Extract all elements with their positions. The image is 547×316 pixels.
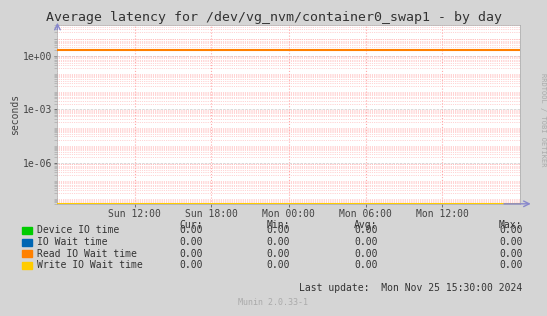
- Text: 0.00: 0.00: [179, 225, 202, 235]
- Text: 0.00: 0.00: [354, 249, 377, 259]
- Text: 0.00: 0.00: [179, 249, 202, 259]
- Text: 0.00: 0.00: [266, 225, 290, 235]
- Text: Max:: Max:: [499, 220, 522, 230]
- Text: 0.00: 0.00: [266, 237, 290, 247]
- Text: 0.00: 0.00: [179, 260, 202, 270]
- Text: Munin 2.0.33-1: Munin 2.0.33-1: [238, 298, 309, 307]
- Text: 0.00: 0.00: [354, 260, 377, 270]
- Text: 0.00: 0.00: [266, 249, 290, 259]
- Text: 0.00: 0.00: [266, 260, 290, 270]
- Text: Cur:: Cur:: [179, 220, 202, 230]
- Text: Write IO Wait time: Write IO Wait time: [37, 260, 143, 270]
- Text: 0.00: 0.00: [499, 225, 522, 235]
- Text: 0.00: 0.00: [354, 225, 377, 235]
- Text: Last update:  Mon Nov 25 15:30:00 2024: Last update: Mon Nov 25 15:30:00 2024: [299, 283, 522, 293]
- Text: Avg:: Avg:: [354, 220, 377, 230]
- Text: IO Wait time: IO Wait time: [37, 237, 108, 247]
- Text: 0.00: 0.00: [354, 237, 377, 247]
- Text: Device IO time: Device IO time: [37, 225, 119, 235]
- Text: Min:: Min:: [266, 220, 290, 230]
- Text: 0.00: 0.00: [499, 237, 522, 247]
- Text: 0.00: 0.00: [179, 237, 202, 247]
- Text: Read IO Wait time: Read IO Wait time: [37, 249, 137, 259]
- Text: RRDTOOL / TOBI OETIKER: RRDTOOL / TOBI OETIKER: [540, 73, 546, 167]
- Text: Average latency for /dev/vg_nvm/container0_swap1 - by day: Average latency for /dev/vg_nvm/containe…: [45, 11, 502, 24]
- Text: 0.00: 0.00: [499, 260, 522, 270]
- Text: 0.00: 0.00: [499, 249, 522, 259]
- Y-axis label: seconds: seconds: [10, 94, 20, 135]
